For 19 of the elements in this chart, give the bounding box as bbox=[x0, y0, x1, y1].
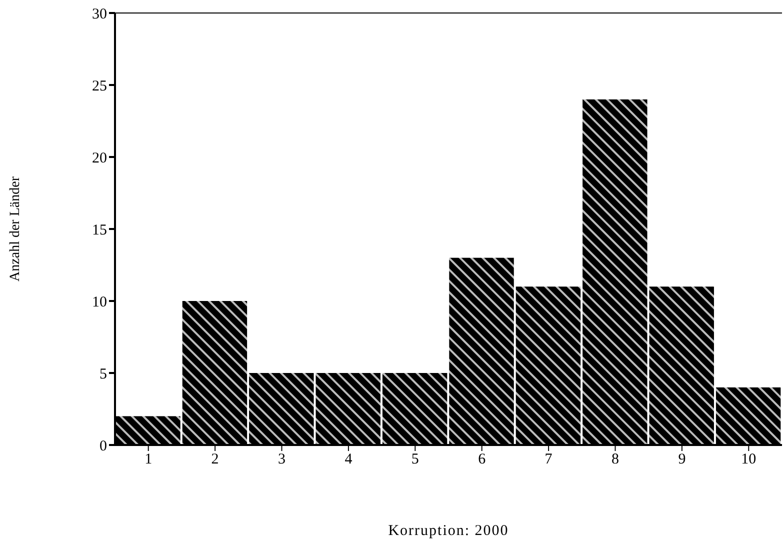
x-axis-title: Korruption: 2000 bbox=[388, 523, 509, 539]
x-tick-label: 8 bbox=[612, 452, 619, 468]
x-tick-label: 9 bbox=[678, 452, 686, 468]
y-tick-label: 0 bbox=[100, 438, 107, 454]
x-tick-label: 5 bbox=[411, 452, 419, 468]
x-tick-label: 3 bbox=[278, 452, 286, 468]
x-tick-label: 10 bbox=[741, 452, 756, 468]
y-tick-label: 25 bbox=[92, 78, 107, 94]
y-axis-title: Anzahl der Länder bbox=[8, 176, 23, 282]
y-tick-label: 10 bbox=[92, 294, 107, 310]
x-tick-label: 7 bbox=[544, 452, 553, 468]
y-tick-label: 20 bbox=[92, 150, 107, 166]
y-tick-label: 15 bbox=[92, 222, 107, 238]
x-tick-label: 1 bbox=[144, 452, 152, 468]
y-tick-label: 5 bbox=[100, 366, 107, 382]
y-tick-label: 30 bbox=[92, 6, 107, 22]
x-tick-label: 6 bbox=[478, 452, 486, 468]
x-tick-label: 4 bbox=[344, 452, 353, 468]
x-tick-label: 2 bbox=[211, 452, 219, 468]
